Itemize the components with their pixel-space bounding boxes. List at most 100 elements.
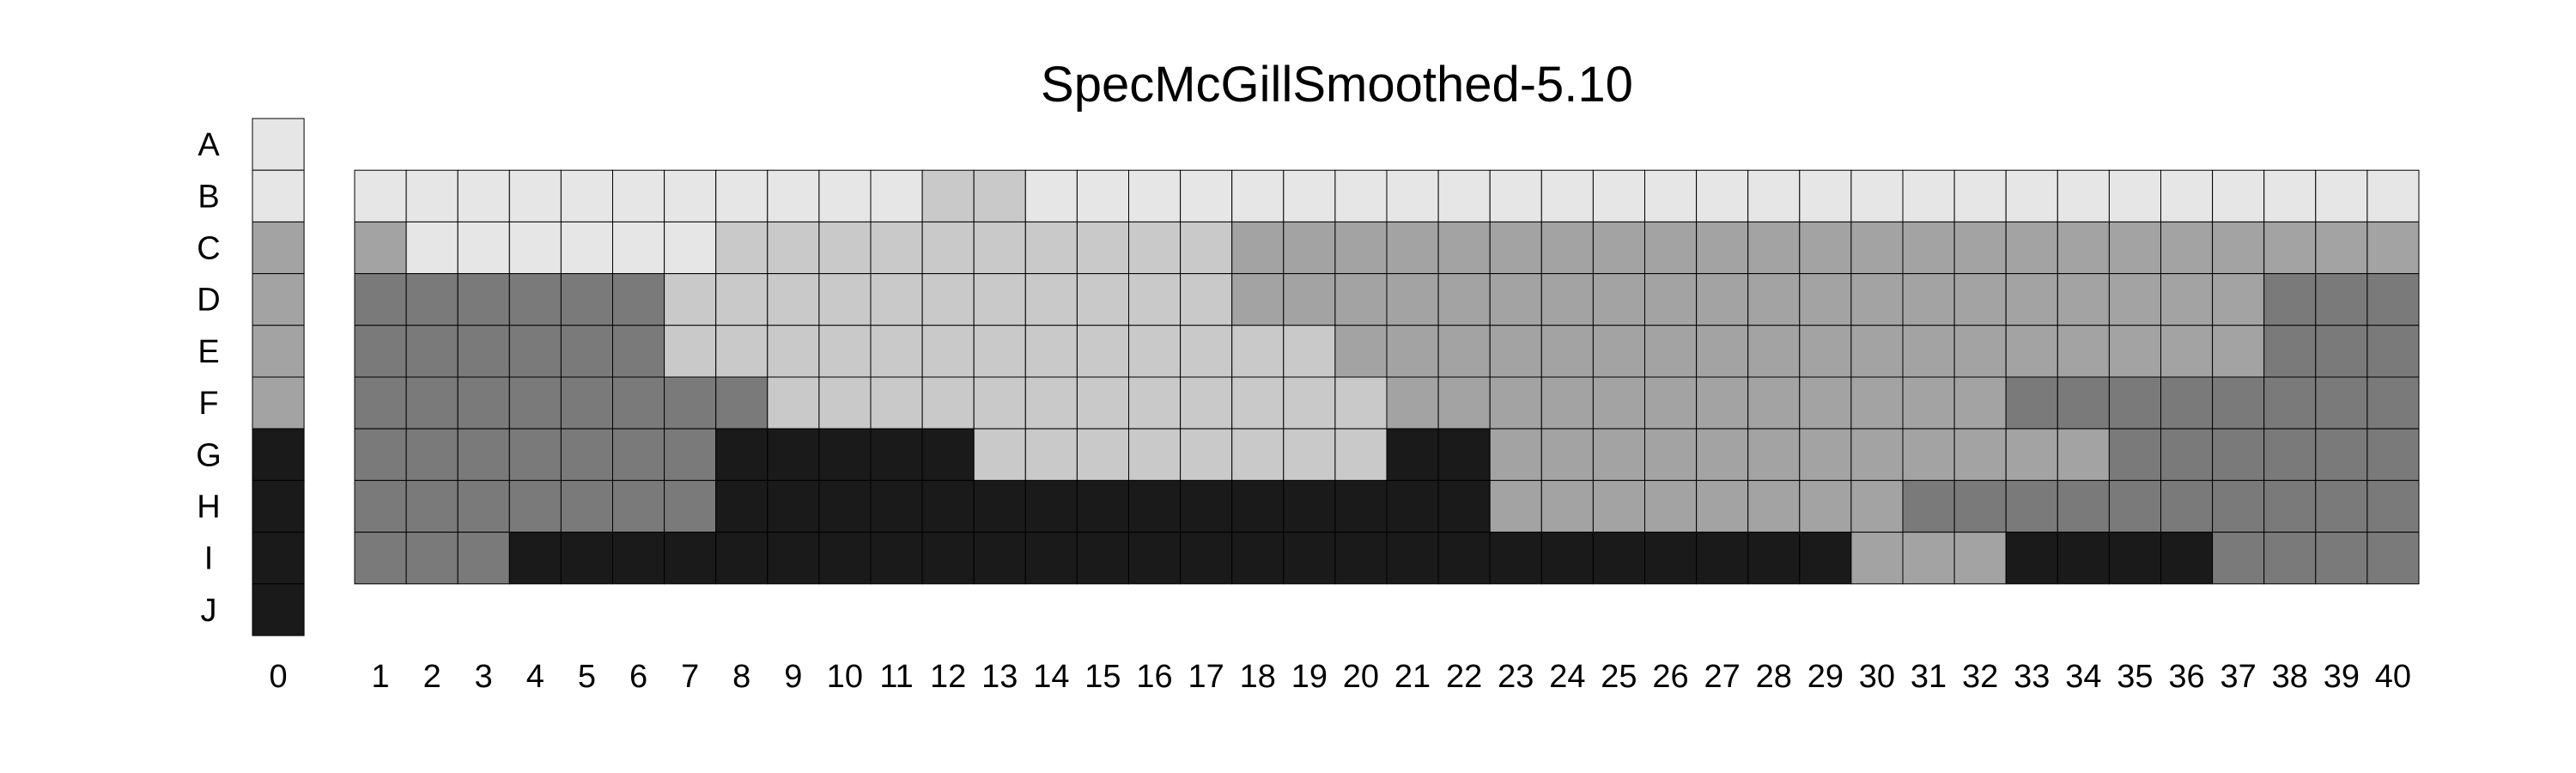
cell-F-16 — [1128, 376, 1182, 429]
cell-G-15 — [1076, 428, 1130, 481]
cell-I-27 — [1696, 532, 1749, 585]
cell-F-29 — [1799, 376, 1852, 429]
cell-F-4 — [508, 376, 562, 429]
cell-B-2 — [405, 169, 459, 222]
cell-B-37 — [2212, 169, 2265, 222]
cell-F-34 — [2057, 376, 2110, 429]
cell-E-26 — [1644, 325, 1698, 378]
cell-D-38 — [2263, 273, 2317, 326]
cell-C-20 — [1334, 221, 1388, 275]
cell-I-5 — [560, 532, 614, 585]
cell-D-24 — [1540, 273, 1594, 326]
cell-C-35 — [2108, 221, 2161, 275]
cell-E-33 — [2005, 325, 2058, 378]
cell-C-26 — [1644, 221, 1698, 275]
cell-C-22 — [1437, 221, 1491, 275]
cell-E-36 — [2160, 325, 2214, 378]
column-label-30: 30 — [1859, 659, 1895, 695]
cell-H-39 — [2315, 479, 2368, 533]
cell-G-6 — [612, 428, 665, 481]
cell-B-40 — [2366, 169, 2420, 222]
cell-F-5 — [560, 376, 614, 429]
cell-G-9 — [767, 428, 820, 481]
cell-I-31 — [1902, 532, 1955, 585]
cell-B-15 — [1076, 169, 1130, 222]
cell-G-7 — [664, 428, 717, 481]
cell-C-3 — [457, 221, 510, 275]
cell-D-16 — [1128, 273, 1182, 326]
cell-D-26 — [1644, 273, 1698, 326]
cell-F-37 — [2212, 376, 2265, 429]
cell-G-21 — [1386, 428, 1439, 481]
cell-E-20 — [1334, 325, 1388, 378]
column-label-16: 16 — [1136, 659, 1172, 695]
column-label-33: 33 — [2014, 659, 2050, 695]
cell-C-28 — [1747, 221, 1801, 275]
cell-F-17 — [1180, 376, 1233, 429]
cell-E-3 — [457, 325, 510, 378]
cell-H-30 — [1850, 479, 1904, 533]
cell-H-13 — [973, 479, 1026, 533]
cell-G-27 — [1696, 428, 1749, 481]
cell-C-37 — [2212, 221, 2265, 275]
cell-F-11 — [870, 376, 923, 429]
cell-B-7 — [664, 169, 717, 222]
cell-F-30 — [1850, 376, 1904, 429]
cell-G-1 — [354, 428, 407, 481]
cell-F-14 — [1024, 376, 1078, 429]
column-label-39: 39 — [2324, 659, 2360, 695]
cell-D-36 — [2160, 273, 2214, 326]
cell-E-30 — [1850, 325, 1904, 378]
cell-I-37 — [2212, 532, 2265, 585]
cell-C-27 — [1696, 221, 1749, 275]
cell-E-12 — [921, 325, 975, 378]
cell-D-21 — [1386, 273, 1439, 326]
cell-I-21 — [1386, 532, 1439, 585]
cell-I-32 — [1953, 532, 2007, 585]
cell-F-33 — [2005, 376, 2058, 429]
legend-cell-E — [252, 325, 305, 378]
cell-G-16 — [1128, 428, 1182, 481]
cell-C-31 — [1902, 221, 1955, 275]
cell-G-35 — [2108, 428, 2161, 481]
cell-E-40 — [2366, 325, 2420, 378]
cell-F-2 — [405, 376, 459, 429]
cell-H-22 — [1437, 479, 1491, 533]
cell-H-34 — [2057, 479, 2110, 533]
cell-D-7 — [664, 273, 717, 326]
cell-F-1 — [354, 376, 407, 429]
cell-E-10 — [818, 325, 872, 378]
cell-D-5 — [560, 273, 614, 326]
cell-H-8 — [715, 479, 769, 533]
cell-C-12 — [921, 221, 975, 275]
cell-H-21 — [1386, 479, 1439, 533]
cell-F-19 — [1283, 376, 1336, 429]
column-label-15: 15 — [1084, 659, 1121, 695]
cell-G-4 — [508, 428, 562, 481]
cell-E-25 — [1592, 325, 1646, 378]
cell-G-28 — [1747, 428, 1801, 481]
cell-B-19 — [1283, 169, 1336, 222]
cell-H-18 — [1231, 479, 1285, 533]
cell-H-35 — [2108, 479, 2161, 533]
column-label-2: 2 — [423, 659, 441, 695]
cell-I-28 — [1747, 532, 1801, 585]
legend-cell-A — [252, 118, 305, 171]
cell-F-20 — [1334, 376, 1388, 429]
cell-E-35 — [2108, 325, 2161, 378]
cell-F-8 — [715, 376, 769, 429]
cell-C-30 — [1850, 221, 1904, 275]
cell-H-5 — [560, 479, 614, 533]
cell-I-11 — [870, 532, 923, 585]
cell-E-17 — [1180, 325, 1233, 378]
cell-F-31 — [1902, 376, 1955, 429]
cell-E-39 — [2315, 325, 2368, 378]
cell-I-17 — [1180, 532, 1233, 585]
cell-B-1 — [354, 169, 407, 222]
cell-D-8 — [715, 273, 769, 326]
cell-C-10 — [818, 221, 872, 275]
cell-C-40 — [2366, 221, 2420, 275]
cell-B-4 — [508, 169, 562, 222]
